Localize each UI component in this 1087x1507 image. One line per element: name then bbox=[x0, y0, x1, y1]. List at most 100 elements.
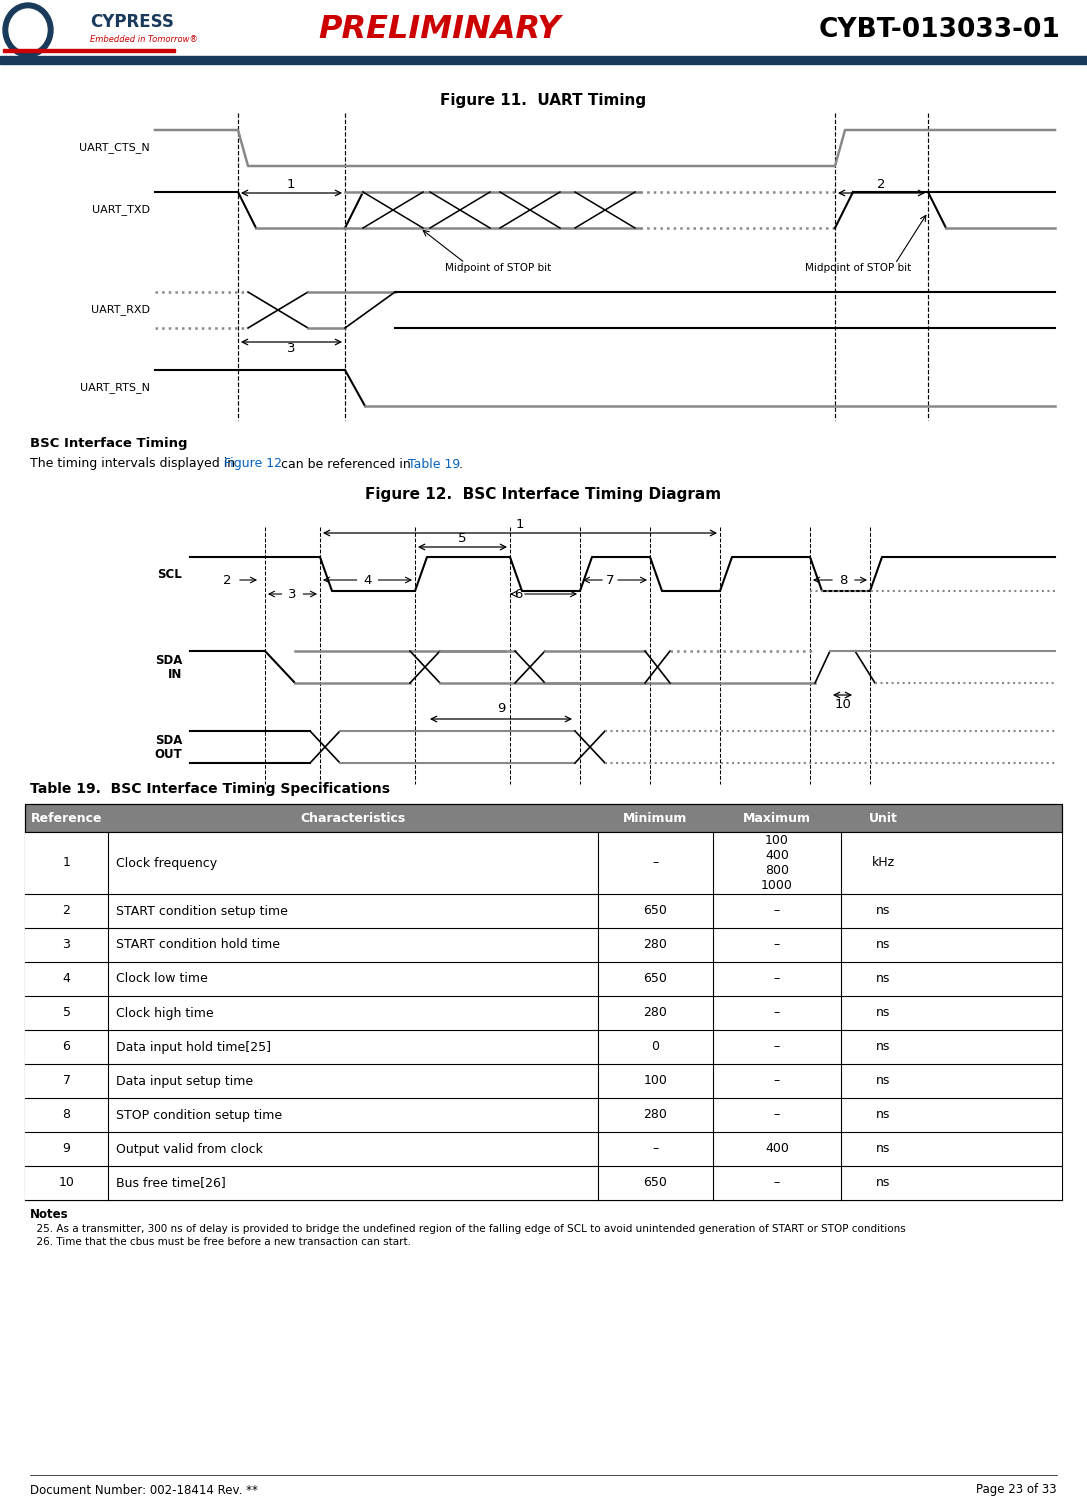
Text: 2: 2 bbox=[877, 178, 885, 190]
Text: Clock frequency: Clock frequency bbox=[116, 856, 217, 870]
Text: 25. As a transmitter, 300 ns of delay is provided to bridge the undefined region: 25. As a transmitter, 300 ns of delay is… bbox=[30, 1224, 905, 1234]
Text: Document Number: 002-18414 Rev. **: Document Number: 002-18414 Rev. ** bbox=[30, 1483, 258, 1496]
Text: ns: ns bbox=[876, 1007, 890, 1020]
Text: 26. Time that the cbus must be free before a new transaction can start.: 26. Time that the cbus must be free befo… bbox=[30, 1237, 411, 1246]
Text: ns: ns bbox=[876, 939, 890, 951]
Text: –: – bbox=[774, 939, 780, 951]
Bar bbox=[25, 832, 1062, 894]
Text: 6: 6 bbox=[63, 1040, 71, 1053]
Ellipse shape bbox=[3, 3, 53, 57]
Text: 4: 4 bbox=[63, 972, 71, 986]
Text: START condition hold time: START condition hold time bbox=[116, 939, 280, 951]
Text: STOP condition setup time: STOP condition setup time bbox=[116, 1109, 283, 1121]
Text: Table 19.  BSC Interface Timing Specifications: Table 19. BSC Interface Timing Specifica… bbox=[30, 782, 390, 796]
Text: Clock low time: Clock low time bbox=[116, 972, 208, 986]
Text: ns: ns bbox=[876, 972, 890, 986]
Text: UART_CTS_N: UART_CTS_N bbox=[79, 143, 150, 154]
Bar bbox=[25, 894, 1062, 928]
Text: UART_RTS_N: UART_RTS_N bbox=[80, 383, 150, 393]
Text: Unit: Unit bbox=[870, 811, 898, 824]
Text: SCL: SCL bbox=[158, 568, 182, 580]
Text: Page 23 of 33: Page 23 of 33 bbox=[976, 1483, 1057, 1496]
Text: The timing intervals displayed in: The timing intervals displayed in bbox=[30, 458, 239, 470]
Text: 4: 4 bbox=[363, 574, 372, 586]
Text: 9: 9 bbox=[497, 702, 505, 716]
Text: ns: ns bbox=[876, 1074, 890, 1088]
Text: Reference: Reference bbox=[30, 811, 102, 824]
Text: SDA: SDA bbox=[154, 654, 182, 668]
Text: Midpoint of STOP bit: Midpoint of STOP bit bbox=[804, 264, 911, 273]
Bar bbox=[0, 56, 1087, 63]
Text: 100
400
800
1000: 100 400 800 1000 bbox=[761, 833, 792, 892]
Text: –: – bbox=[774, 972, 780, 986]
Text: 400: 400 bbox=[765, 1142, 789, 1156]
Text: –: – bbox=[652, 1142, 659, 1156]
Bar bbox=[25, 961, 1062, 996]
Text: –: – bbox=[774, 1177, 780, 1189]
Text: –: – bbox=[774, 904, 780, 918]
Bar bbox=[25, 1166, 1062, 1200]
Text: Bus free time[26]: Bus free time[26] bbox=[116, 1177, 226, 1189]
Text: 8: 8 bbox=[62, 1109, 71, 1121]
Text: 1: 1 bbox=[515, 518, 524, 532]
Text: Data input hold time[25]: Data input hold time[25] bbox=[116, 1040, 271, 1053]
Text: 1: 1 bbox=[63, 856, 71, 870]
Text: 650: 650 bbox=[644, 972, 667, 986]
Text: 1: 1 bbox=[287, 178, 296, 190]
Bar bbox=[25, 1099, 1062, 1132]
Text: can be referenced in: can be referenced in bbox=[277, 458, 415, 470]
Text: Maximum: Maximum bbox=[744, 811, 811, 824]
Text: Minimum: Minimum bbox=[623, 811, 688, 824]
Text: 7: 7 bbox=[605, 574, 614, 586]
Bar bbox=[25, 1064, 1062, 1099]
Text: 5: 5 bbox=[459, 532, 466, 546]
Text: OUT: OUT bbox=[154, 749, 182, 761]
Bar bbox=[25, 1029, 1062, 1064]
Bar bbox=[25, 805, 1062, 1200]
Text: ns: ns bbox=[876, 1109, 890, 1121]
Text: 280: 280 bbox=[644, 939, 667, 951]
Text: IN: IN bbox=[167, 669, 182, 681]
Text: –: – bbox=[774, 1109, 780, 1121]
Text: 7: 7 bbox=[62, 1074, 71, 1088]
Text: START condition setup time: START condition setup time bbox=[116, 904, 288, 918]
Text: Notes: Notes bbox=[30, 1207, 68, 1221]
Text: ns: ns bbox=[876, 1177, 890, 1189]
Text: Table 19: Table 19 bbox=[408, 458, 460, 470]
Bar bbox=[25, 928, 1062, 961]
Text: 280: 280 bbox=[644, 1007, 667, 1020]
Bar bbox=[25, 996, 1062, 1029]
Text: 10: 10 bbox=[59, 1177, 74, 1189]
Text: 650: 650 bbox=[644, 1177, 667, 1189]
Text: 8: 8 bbox=[839, 574, 847, 586]
Text: –: – bbox=[774, 1040, 780, 1053]
Text: Embedded in Tomorrow®: Embedded in Tomorrow® bbox=[90, 36, 198, 45]
Text: PRELIMINARY: PRELIMINARY bbox=[318, 15, 561, 45]
Text: 100: 100 bbox=[644, 1074, 667, 1088]
Bar bbox=[3, 50, 175, 53]
Text: UART_TXD: UART_TXD bbox=[92, 205, 150, 216]
Text: 2: 2 bbox=[63, 904, 71, 918]
Text: Figure 12.  BSC Interface Timing Diagram: Figure 12. BSC Interface Timing Diagram bbox=[365, 487, 721, 502]
Text: CYBT-013033-01: CYBT-013033-01 bbox=[820, 17, 1061, 44]
Text: 3: 3 bbox=[288, 588, 297, 600]
Text: Figure 12: Figure 12 bbox=[224, 458, 282, 470]
Text: 6: 6 bbox=[514, 588, 522, 600]
Text: .: . bbox=[459, 458, 463, 470]
Text: CYPRESS: CYPRESS bbox=[90, 14, 174, 32]
Text: Midpoint of STOP bit: Midpoint of STOP bit bbox=[445, 264, 551, 273]
Text: ns: ns bbox=[876, 1142, 890, 1156]
Text: –: – bbox=[774, 1074, 780, 1088]
Text: Data input setup time: Data input setup time bbox=[116, 1074, 253, 1088]
Text: Clock high time: Clock high time bbox=[116, 1007, 214, 1020]
Text: UART_RXD: UART_RXD bbox=[91, 304, 150, 315]
Bar bbox=[25, 1132, 1062, 1166]
Ellipse shape bbox=[9, 9, 47, 51]
Text: –: – bbox=[652, 856, 659, 870]
Text: 9: 9 bbox=[63, 1142, 71, 1156]
Text: kHz: kHz bbox=[872, 856, 895, 870]
Text: ns: ns bbox=[876, 1040, 890, 1053]
Text: –: – bbox=[774, 1007, 780, 1020]
Text: 3: 3 bbox=[287, 342, 296, 356]
Text: Figure 11.  UART Timing: Figure 11. UART Timing bbox=[440, 92, 646, 107]
